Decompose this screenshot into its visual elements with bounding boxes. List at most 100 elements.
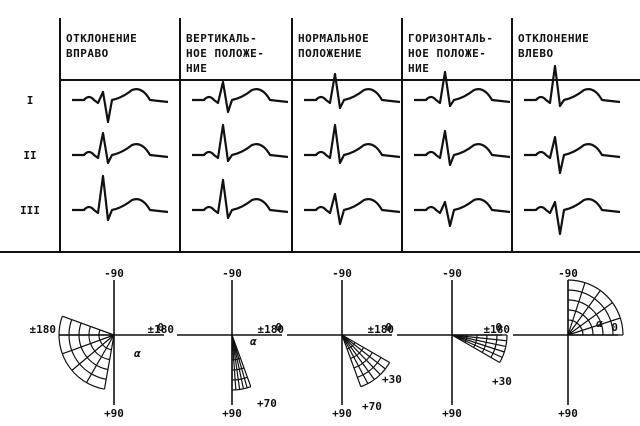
ecg-wave: [414, 129, 511, 167]
axis-label: -90: [558, 267, 578, 280]
ecg-wave: [72, 88, 169, 124]
fan-ray: [62, 315, 115, 336]
column-header: НОЕ ПОЛОЖЕ-: [408, 47, 486, 60]
ecg-wave: [72, 131, 169, 165]
fan-arc: [567, 279, 624, 336]
lead-label: III: [20, 204, 40, 217]
fan-ray: [231, 334, 252, 387]
column-header: НОЕ ПОЛОЖЕ-: [186, 47, 264, 60]
ecg-wave: [414, 198, 511, 228]
column-header: ВПРАВО: [66, 47, 109, 60]
axis-label: 0: [495, 321, 502, 334]
column-header: ВЕРТИКАЛЬ-: [186, 32, 257, 45]
fan-ray: [85, 334, 115, 383]
fan-arc: [353, 352, 373, 369]
fan-ray: [451, 334, 500, 364]
fan-arc: [357, 357, 382, 378]
fan-ray: [231, 334, 241, 390]
fan-ray: [341, 334, 390, 364]
column-header: ВЛЕВО: [518, 47, 554, 60]
axis-label: ±180: [258, 323, 285, 336]
column-header: ОТКЛОНЕНИЕ: [518, 32, 589, 45]
axis-label: +90: [104, 407, 124, 420]
angle-label: α: [134, 347, 141, 360]
axis-label: -90: [442, 267, 462, 280]
axis-label: 0: [385, 321, 392, 334]
ecg-wave: [524, 135, 621, 175]
column-header: НИЕ: [408, 62, 429, 75]
fan-arc: [360, 362, 391, 388]
fan-ray: [451, 334, 503, 358]
ecg-wave: [72, 174, 169, 222]
column-header: ПОЛОЖЕНИЕ: [298, 47, 362, 60]
axis-label: -90: [222, 267, 242, 280]
axis-label: -90: [332, 267, 352, 280]
axis-mark: +70: [362, 400, 382, 413]
axis-label: ±180: [484, 323, 511, 336]
fan-ray: [341, 334, 375, 380]
axis-label: ±180: [148, 323, 175, 336]
ecg-wave: [304, 192, 401, 226]
ecg-wave: [524, 198, 621, 236]
column-header: ГОРИЗОНТАЛЬ-: [408, 32, 493, 45]
axis-label: ±180: [368, 323, 395, 336]
axis-label: 0: [611, 321, 618, 334]
axis-label: +90: [558, 407, 578, 420]
column-header: ОТКЛОНЕНИЕ: [66, 32, 137, 45]
ecg-wave: [414, 70, 511, 108]
axis-label: +90: [442, 407, 462, 420]
ecg-wave: [304, 123, 401, 165]
fan-ray: [341, 334, 386, 370]
fan-arc: [567, 319, 584, 336]
axis-mark: +70: [257, 397, 277, 410]
fan-arc: [78, 322, 109, 371]
lead-label: I: [27, 94, 34, 107]
axis-label: ±180: [30, 323, 57, 336]
fan-ray: [567, 317, 621, 336]
fan-ray: [103, 334, 115, 390]
fan-arc: [567, 289, 614, 336]
angle-label: α: [596, 317, 603, 330]
fan-ray: [231, 334, 237, 390]
fan-ray: [451, 334, 507, 342]
fan-arc: [231, 386, 252, 391]
fan-ray: [341, 334, 381, 375]
fan-ray: [451, 334, 505, 353]
fan-arc: [68, 319, 107, 380]
fan-ray: [341, 334, 369, 384]
axis-label: +90: [332, 407, 352, 420]
fan-ray: [567, 302, 613, 336]
lead-label: II: [23, 149, 36, 162]
axis-label: -90: [104, 267, 124, 280]
fan-arc: [58, 315, 105, 390]
axis-label: +90: [222, 407, 242, 420]
axis-label: 0: [157, 321, 164, 334]
ecg-wave: [524, 64, 621, 108]
fan-ray: [341, 334, 362, 387]
fan-ray: [567, 290, 601, 336]
fan-arc: [499, 334, 508, 363]
fan-ray: [71, 334, 115, 371]
axis-mark: +30: [382, 373, 402, 386]
table-frame: [0, 18, 640, 253]
ecg-wave: [192, 178, 289, 220]
column-header: НОРМАЛЬНОЕ: [298, 32, 369, 45]
axis-label: 0: [275, 321, 282, 334]
fan-arc: [567, 309, 594, 336]
fan-arc: [88, 326, 110, 361]
angle-label: α: [250, 335, 257, 348]
ecg-wave: [304, 72, 401, 110]
fan-arc: [98, 329, 112, 351]
fan-arc: [567, 299, 604, 336]
fan-ray: [231, 334, 248, 389]
fan-ray: [567, 282, 586, 336]
ecg-wave: [192, 80, 289, 114]
fan-ray: [451, 334, 506, 348]
axis-mark: +30: [492, 375, 512, 388]
fan-arc: [490, 334, 498, 358]
column-header: НИЕ: [186, 62, 207, 75]
ecg-wave: [192, 123, 289, 163]
fan-ray: [62, 334, 115, 355]
fan-ray: [231, 334, 245, 389]
